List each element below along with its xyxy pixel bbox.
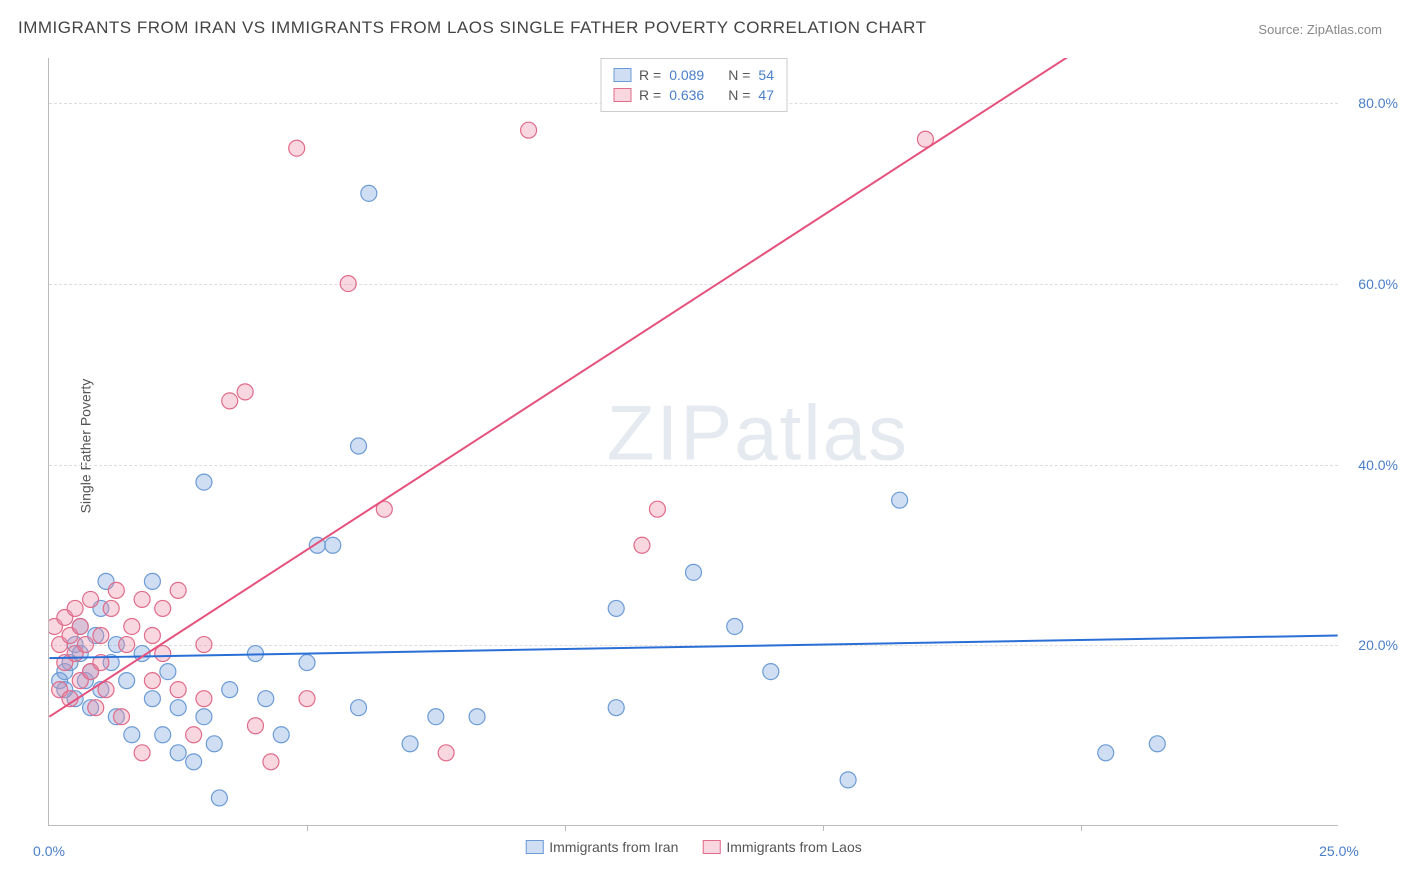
source-label: Source: [1258, 22, 1303, 37]
r-label: R = [639, 87, 661, 103]
n-label: N = [728, 67, 750, 83]
legend-swatch-laos [613, 88, 631, 102]
legend-label-iran: Immigrants from Iran [549, 839, 678, 855]
r-value-iran: 0.089 [669, 67, 704, 83]
series-legend: Immigrants from Iran Immigrants from Lao… [525, 839, 862, 855]
y-tick-label: 40.0% [1358, 457, 1398, 473]
legend-item-iran: Immigrants from Iran [525, 839, 678, 855]
x-tick-label: 25.0% [1319, 843, 1359, 859]
n-label: N = [728, 87, 750, 103]
legend-item-laos: Immigrants from Laos [702, 839, 861, 855]
legend-row-laos: R = 0.636 N = 47 [613, 85, 774, 105]
source-name: ZipAtlas.com [1307, 22, 1382, 37]
y-tick-label: 80.0% [1358, 95, 1398, 111]
legend-row-iran: R = 0.089 N = 54 [613, 65, 774, 85]
x-tick-mark [823, 825, 824, 831]
legend-swatch-iran [613, 68, 631, 82]
chart-title: IMMIGRANTS FROM IRAN VS IMMIGRANTS FROM … [18, 18, 926, 38]
n-value-iran: 54 [758, 67, 774, 83]
legend-swatch-iran-bottom [525, 840, 543, 854]
x-tick-mark [1081, 825, 1082, 831]
y-tick-label: 20.0% [1358, 637, 1398, 653]
x-tick-label: 0.0% [33, 843, 65, 859]
r-label: R = [639, 67, 661, 83]
chart-plot-area: ZIPatlas R = 0.089 N = 54 R = 0.636 N = … [48, 58, 1338, 826]
y-tick-label: 60.0% [1358, 276, 1398, 292]
n-value-laos: 47 [758, 87, 774, 103]
legend-swatch-laos-bottom [702, 840, 720, 854]
correlation-legend: R = 0.089 N = 54 R = 0.636 N = 47 [600, 58, 787, 112]
x-tick-mark [565, 825, 566, 831]
scatter-svg [49, 58, 1338, 825]
x-tick-mark [307, 825, 308, 831]
legend-label-laos: Immigrants from Laos [726, 839, 861, 855]
r-value-laos: 0.636 [669, 87, 704, 103]
source-attribution: Source: ZipAtlas.com [1258, 22, 1382, 37]
